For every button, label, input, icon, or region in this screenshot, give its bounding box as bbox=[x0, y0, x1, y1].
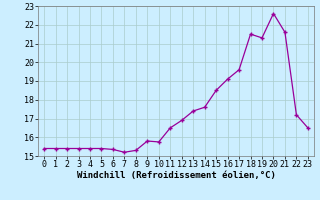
X-axis label: Windchill (Refroidissement éolien,°C): Windchill (Refroidissement éolien,°C) bbox=[76, 171, 276, 180]
